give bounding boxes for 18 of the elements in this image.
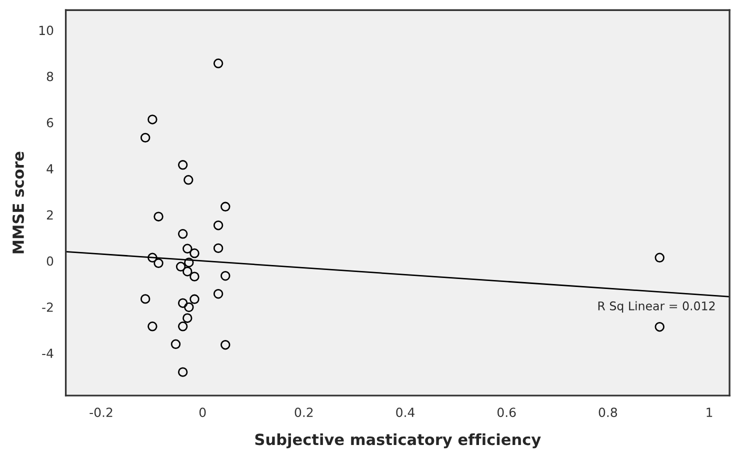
x-tick-label: -0.2: [90, 408, 112, 418]
x-tick-label: 1: [706, 408, 712, 417]
x-tick-label: 0.2: [294, 408, 313, 418]
x-tick-label: 0.4: [396, 408, 415, 418]
y-tick-label: 10: [39, 26, 54, 36]
y-tick-label: -2: [42, 302, 53, 312]
x-tick-label: 0.8: [598, 408, 618, 418]
y-tick-label: 2: [46, 210, 53, 220]
x-tick-label: 0: [199, 408, 206, 418]
annotation: R Sq Linear = 0.012: [598, 301, 715, 313]
y-tick-label: 0: [46, 256, 54, 266]
y-tick-label: 6: [46, 118, 54, 128]
y-tick-label: 4: [46, 164, 54, 174]
y-tick-label: 8: [46, 72, 54, 82]
y-axis-title: MMSE score: [12, 152, 24, 254]
x-axis-title: Subjective masticatory efficiency: [255, 433, 541, 448]
y-tick-label: -4: [42, 348, 54, 358]
x-tick-label: 0.6: [497, 408, 516, 418]
